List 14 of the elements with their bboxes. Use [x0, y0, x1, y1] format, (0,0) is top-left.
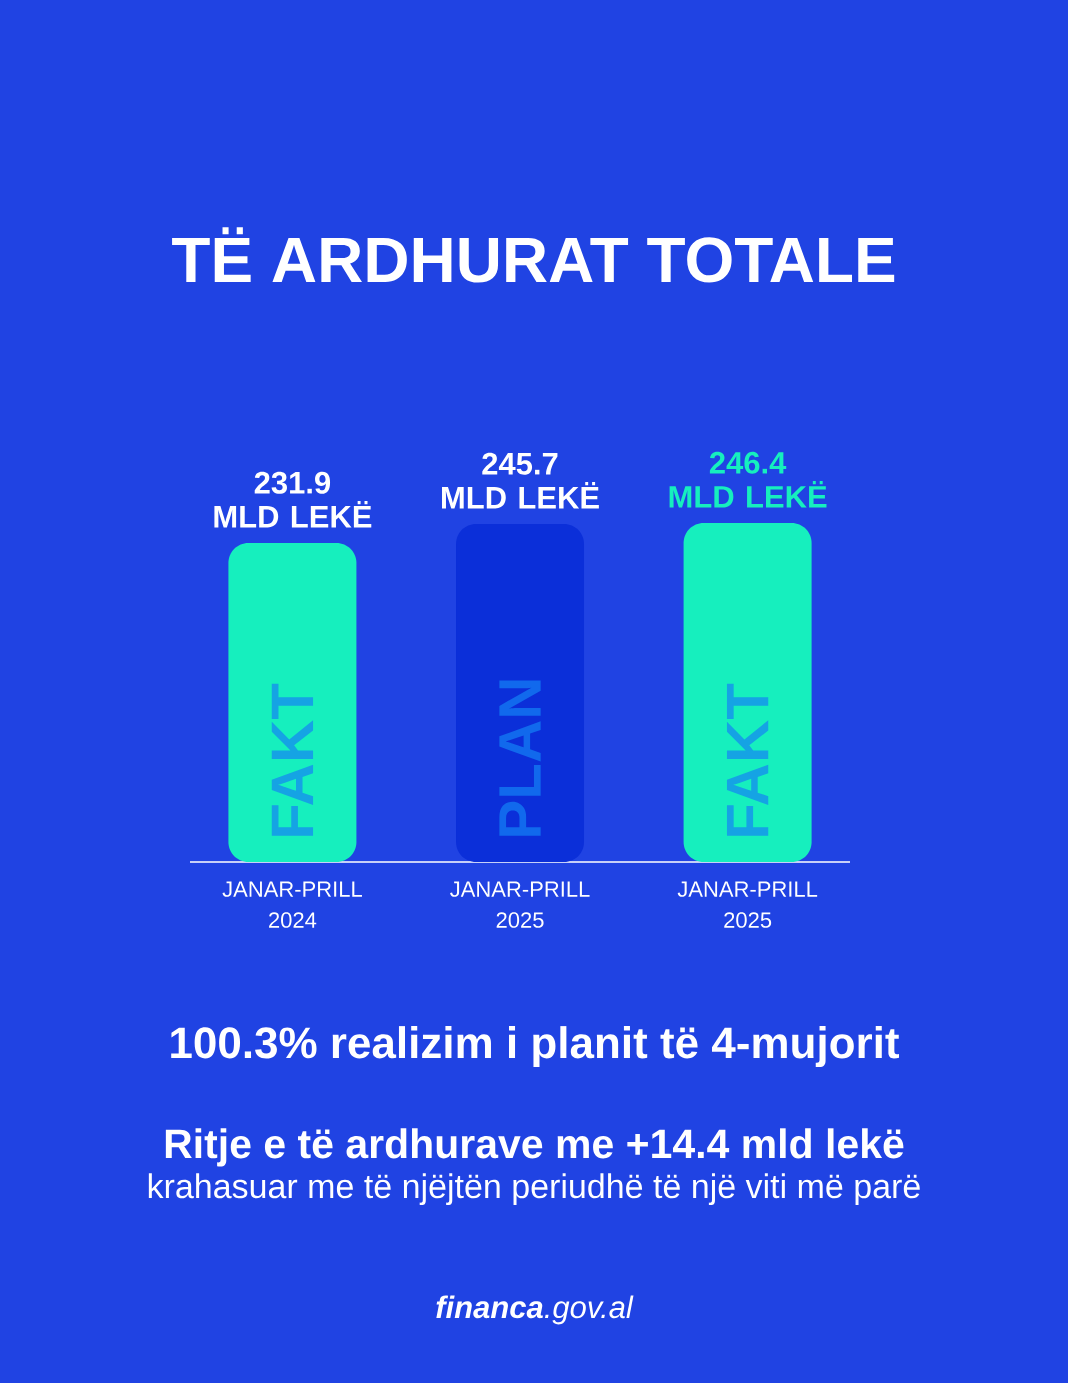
series-label: FAKT	[271, 683, 314, 836]
text: FAKT	[726, 683, 769, 836]
data-label: 231.9 MLD LEKË	[214, 471, 372, 528]
x-tick-label: JANAR-PRILL 2025	[450, 881, 590, 928]
x-tick-label: JANAR-PRILL 2025	[677, 881, 818, 928]
text: 100.3% realizim i planit të 4-mujorit	[171, 1026, 900, 1068]
x-tick-label: JANAR-PRILL 2024	[222, 881, 362, 928]
text: financa.gov.al	[436, 1295, 634, 1325]
series-label: PLAN	[499, 680, 541, 836]
text: krahasuar me të njëjtën periudhë të një viti më parë	[148, 1173, 920, 1206]
chart-title: TË ARDHURAT TOTALE	[172, 227, 895, 283]
data-label: 246.4 MLD LEKË	[669, 451, 827, 508]
data-label: 245.7 MLD LEKË	[442, 452, 599, 509]
text: Ritje e të ardhurave me +14.4 mld lekë	[165, 1128, 904, 1167]
